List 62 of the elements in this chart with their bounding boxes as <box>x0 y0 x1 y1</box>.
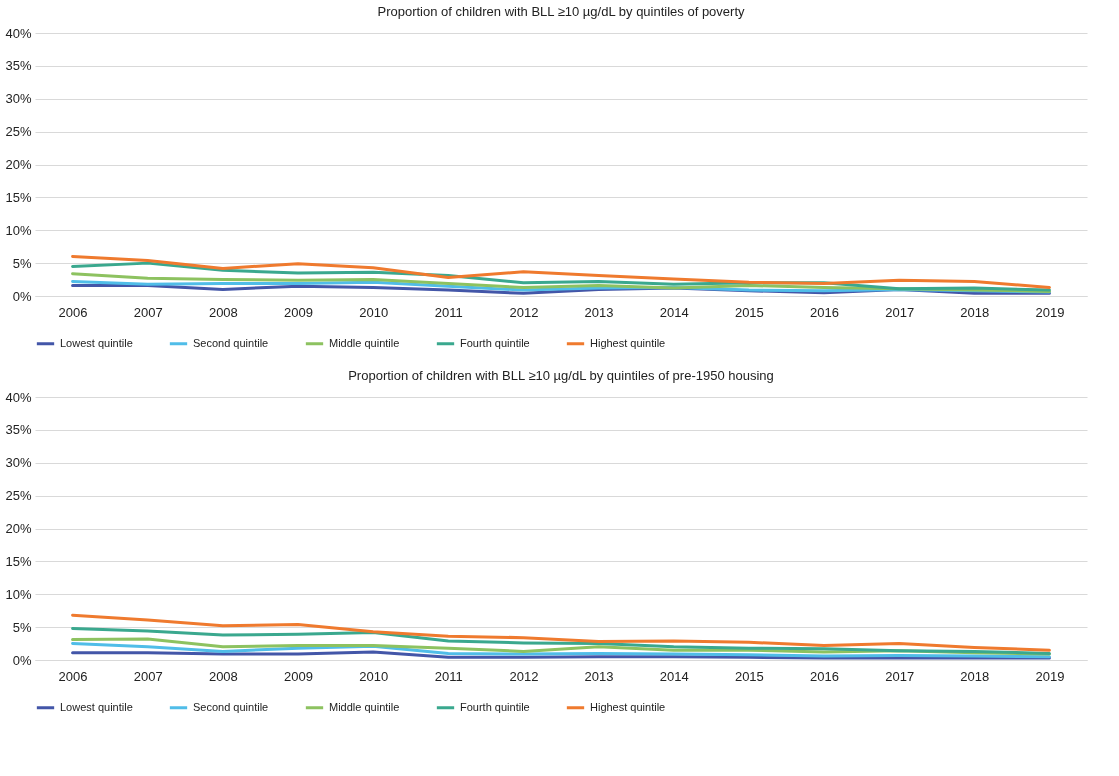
x-tick-label: 2007 <box>133 668 163 684</box>
x-tick-label: 2010 <box>359 304 389 320</box>
line-series <box>71 642 1051 659</box>
x-tick-label: 2007 <box>133 304 163 320</box>
line-series <box>71 255 1051 289</box>
x-tick-label: 2014 <box>659 668 689 684</box>
y-tick-label: 40% <box>5 389 32 405</box>
y-tick-label: 35% <box>5 58 32 74</box>
legend-label: Middle quintile <box>329 336 400 349</box>
x-tick-label: 2018 <box>960 668 990 684</box>
x-tick-label: 2006 <box>58 668 88 684</box>
chart-title: Proportion of children with BLL ≥10 µg/dL by quintiles of pre-1950 housing <box>348 368 774 383</box>
legend-label: Fourth quintile <box>460 700 530 713</box>
x-tick-label: 2006 <box>58 304 88 320</box>
y-tick-label: 0% <box>12 288 32 304</box>
y-tick-label: 20% <box>5 521 32 536</box>
legend-label: Second quintile <box>193 336 269 349</box>
y-tick-label: 5% <box>12 255 32 271</box>
chart-title: Proportion of children with BLL ≥10 µg/dL by quintiles of poverty <box>377 4 746 19</box>
line-series <box>71 613 1051 652</box>
legend-label: Middle quintile <box>329 700 400 713</box>
x-tick-label: 2016 <box>810 304 839 320</box>
y-tick-label: 15% <box>5 553 32 569</box>
legend-label: Fourth quintile <box>460 336 530 349</box>
y-tick-label: 10% <box>5 586 32 602</box>
x-tick-label: 2009 <box>284 304 313 320</box>
x-tick-label: 2015 <box>734 304 764 320</box>
x-tick-label: 2008 <box>208 304 238 320</box>
line-series <box>71 626 1051 655</box>
y-tick-label: 25% <box>5 488 32 504</box>
x-tick-label: 2013 <box>584 304 614 320</box>
x-tick-label: 2019 <box>1035 304 1065 320</box>
x-tick-label: 2011 <box>434 668 463 684</box>
y-tick-label: 30% <box>5 91 32 107</box>
y-tick-label: 35% <box>5 422 32 438</box>
legend-label: Highest quintile <box>590 336 666 349</box>
y-tick-label: 15% <box>5 189 32 205</box>
x-tick-label: 2008 <box>208 668 238 684</box>
x-tick-label: 2012 <box>509 304 539 320</box>
x-tick-label: 2013 <box>584 668 614 684</box>
y-tick-label: 40% <box>5 25 32 41</box>
y-tick-label: 5% <box>12 619 32 635</box>
y-tick-label: 30% <box>5 455 32 471</box>
x-tick-label: 2017 <box>885 304 915 320</box>
x-tick-label: 2010 <box>359 668 389 684</box>
x-tick-label: 2014 <box>659 304 689 320</box>
legend-label: Highest quintile <box>590 700 666 713</box>
legend-label: Lowest quintile <box>60 700 133 713</box>
y-tick-label: 25% <box>5 124 32 140</box>
legend-label: Second quintile <box>193 700 269 713</box>
y-tick-label: 20% <box>5 157 32 172</box>
y-tick-label: 0% <box>12 652 32 668</box>
x-tick-label: 2016 <box>810 668 839 684</box>
x-tick-label: 2015 <box>734 668 764 684</box>
x-tick-label: 2018 <box>960 304 990 320</box>
x-tick-label: 2011 <box>434 304 463 320</box>
y-tick-label: 10% <box>5 222 32 238</box>
x-tick-label: 2017 <box>885 668 915 684</box>
legend-label: Lowest quintile <box>60 336 133 349</box>
x-tick-label: 2009 <box>284 668 313 684</box>
x-tick-label: 2019 <box>1035 668 1065 684</box>
x-tick-label: 2012 <box>509 668 539 684</box>
